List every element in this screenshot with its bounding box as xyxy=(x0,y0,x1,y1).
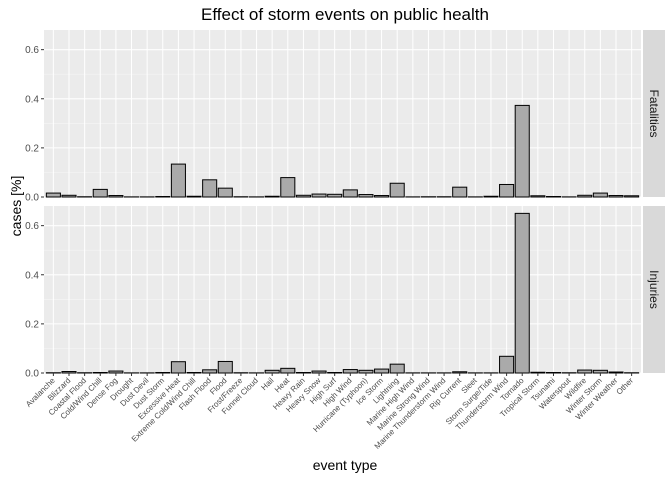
bar-fatalities-9 xyxy=(186,195,202,198)
y-tick-label: 0.0 xyxy=(25,193,39,204)
bar-fatalities-22 xyxy=(389,182,405,198)
bar-injuries-26 xyxy=(452,371,468,374)
y-tick-label: 0.6 xyxy=(25,221,39,232)
y-tick-label: 0.2 xyxy=(25,319,39,330)
x-axis-title: event type xyxy=(313,457,378,473)
bar-fatalities-19 xyxy=(342,189,358,198)
facet-strip xyxy=(643,206,665,373)
bar-injuries-10 xyxy=(202,369,218,374)
y-tick-label: 0.0 xyxy=(25,369,39,380)
bar-fatalities-4 xyxy=(108,195,124,198)
bar-injuries-14 xyxy=(264,369,280,374)
panel-fatalities: 0.0 0.2 0.4 0.6 Fatalities xyxy=(25,30,665,204)
bar-fatalities-1 xyxy=(61,194,77,198)
facet-strip xyxy=(643,30,665,197)
bar-fatalities-21 xyxy=(374,195,390,198)
y-axis-title: cases [%] xyxy=(8,176,24,237)
bar-fatalities-15 xyxy=(280,177,296,198)
bar-fatalities-29 xyxy=(499,183,515,198)
bar-fatalities-10 xyxy=(202,179,218,198)
bar-injuries-35 xyxy=(592,369,608,374)
bar-injuries-20 xyxy=(358,369,374,374)
y-tick-label: 0.4 xyxy=(25,270,39,281)
panel-background xyxy=(44,30,641,197)
chart-title: Effect of storm events on public health xyxy=(201,5,489,24)
bar-fatalities-31 xyxy=(530,195,546,198)
bar-fatalities-17 xyxy=(311,193,327,198)
facet-strip-label: Injuries xyxy=(647,270,661,309)
bar-fatalities-26 xyxy=(452,186,468,198)
bar-injuries-4 xyxy=(108,370,124,374)
bar-fatalities-36 xyxy=(608,195,624,198)
bar-injuries-22 xyxy=(389,363,405,374)
bar-fatalities-11 xyxy=(217,187,233,198)
bar-injuries-1 xyxy=(61,371,77,374)
bar-fatalities-16 xyxy=(295,194,311,198)
bar-injuries-8 xyxy=(170,361,186,374)
bar-injuries-34 xyxy=(577,369,593,374)
bar-injuries-15 xyxy=(280,367,296,374)
bar-injuries-21 xyxy=(374,368,390,374)
bar-injuries-31 xyxy=(530,371,546,374)
y-tick-label: 0.2 xyxy=(25,143,39,154)
y-tick-label: 0.4 xyxy=(25,94,39,105)
facet-strip-label: Fatalities xyxy=(647,89,661,137)
bar-fatalities-30 xyxy=(514,104,530,198)
y-tick-label: 0.6 xyxy=(25,45,39,56)
bar-fatalities-34 xyxy=(577,194,593,198)
bar-injuries-11 xyxy=(217,360,233,374)
bar-injuries-29 xyxy=(499,355,515,374)
bar-fatalities-18 xyxy=(327,193,343,198)
bar-injuries-36 xyxy=(608,371,624,374)
panel-injuries: 0.0 0.2 0.4 0.6 Injuries xyxy=(25,206,665,380)
bar-fatalities-37 xyxy=(624,195,640,198)
bar-fatalities-8 xyxy=(170,163,186,198)
bar-fatalities-28 xyxy=(483,195,499,198)
x-tick-label: Other xyxy=(615,376,636,397)
facet-panels: 0.0 0.2 0.4 0.6 Fatalities 0.0 0.2 0.4 0.6 Injuri… xyxy=(25,30,665,380)
bar-injuries-17 xyxy=(311,370,327,374)
bar-fatalities-14 xyxy=(264,195,280,198)
panel-background xyxy=(44,206,641,373)
bar-injuries-19 xyxy=(342,369,358,374)
bar-fatalities-3 xyxy=(92,188,108,198)
bar-fatalities-35 xyxy=(592,192,608,198)
bar-fatalities-20 xyxy=(358,194,374,198)
bar-injuries-30 xyxy=(514,212,530,374)
bar-fatalities-0 xyxy=(45,192,61,198)
